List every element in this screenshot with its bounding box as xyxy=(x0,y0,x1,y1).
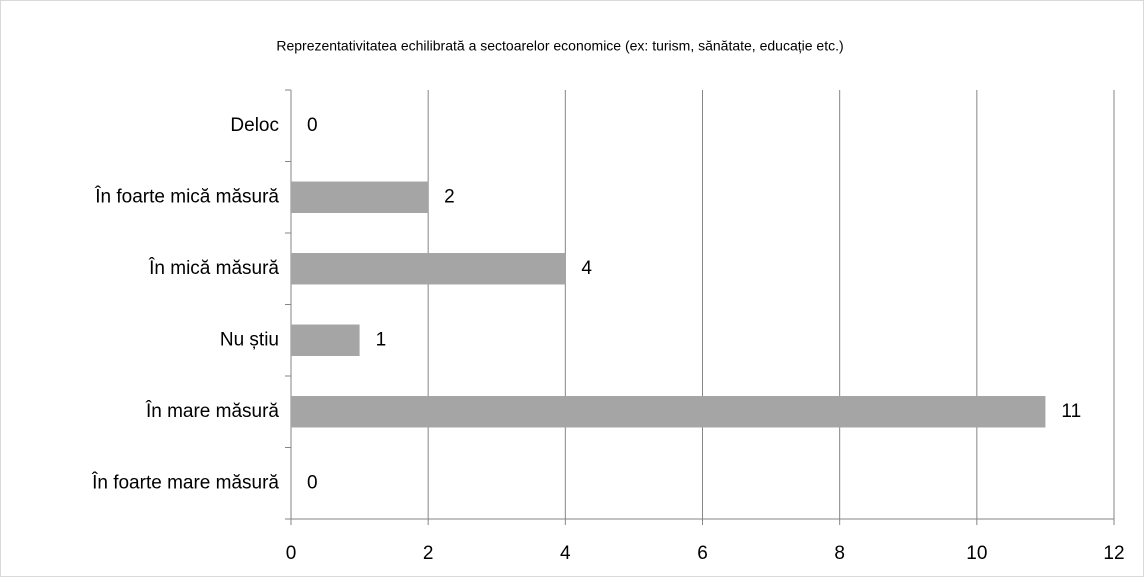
bar xyxy=(291,396,1046,428)
bar xyxy=(291,181,429,213)
y-tick-label: Deloc xyxy=(230,115,279,136)
x-tick-label: 6 xyxy=(697,543,708,564)
y-tick-label: Nu știu xyxy=(220,329,279,350)
x-tick-label: 12 xyxy=(1103,543,1124,564)
bar xyxy=(291,253,566,285)
data-label: 2 xyxy=(444,186,455,207)
y-tick-label: În foarte mare măsură xyxy=(91,471,279,493)
data-label: 11 xyxy=(1061,401,1081,422)
x-tick-label: 10 xyxy=(966,543,987,564)
x-tick-label: 4 xyxy=(560,543,571,564)
data-label: 4 xyxy=(581,258,592,279)
x-tick-label: 8 xyxy=(834,543,845,564)
bar xyxy=(291,324,360,356)
data-label: 0 xyxy=(307,472,318,493)
y-tick-label: În mică măsură xyxy=(148,257,279,279)
y-tick-label: În foarte mică măsură xyxy=(94,185,279,207)
y-tick-label: În mare măsură xyxy=(145,400,279,422)
chart-title: Reprezentativitatea echilibrată a sectoa… xyxy=(276,38,843,54)
x-tick-label: 2 xyxy=(423,543,434,564)
data-label: 1 xyxy=(376,329,387,350)
x-tick-label: 0 xyxy=(286,543,297,564)
data-label: 0 xyxy=(307,115,318,136)
